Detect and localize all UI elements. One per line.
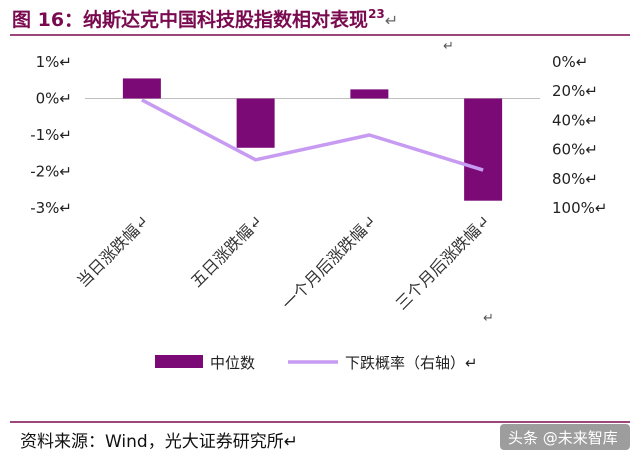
bar-3	[350, 89, 389, 99]
watermark: 头条 @未来智库	[500, 424, 630, 450]
bar-1	[122, 78, 161, 99]
legend-label-bar: 中位数	[210, 354, 255, 372]
watermark-text: 头条 @未来智库	[508, 429, 618, 447]
left-tick-label: -1%↵	[30, 126, 72, 144]
category-label: 五日涨跌幅↵	[187, 211, 266, 290]
right-tick-label: 60%↵	[552, 141, 598, 159]
legend: 中位数 下跌概率（右轴）↵	[155, 354, 478, 372]
legend-label-line: 下跌概率（右轴）↵	[345, 354, 478, 372]
category-label: 一个月后涨跌幅↵	[278, 211, 380, 313]
left-tick-label: 0%↵	[36, 90, 72, 108]
category-label: 三个月后涨跌幅↵	[392, 211, 494, 313]
plot-area: 1%↵ 0%↵ -1%↵ -2%↵ -3%↵ 0%↵ 20%↵ 40%↵ 60%↵ 80%↵ 10…	[30, 53, 607, 314]
left-tick-label: 1%↵	[36, 53, 72, 71]
source-note: 资料来源：Wind，光大证券研究所↵	[20, 432, 298, 452]
bar-2	[236, 98, 275, 148]
bar-series	[122, 78, 503, 201]
line-series	[141, 98, 484, 172]
watermark-badge	[500, 424, 630, 450]
chart-title: 图 16：纳斯达克中国科技股指数相对表现23↵	[12, 7, 398, 31]
right-axis-ticks: 0%↵ 20%↵ 40%↵ 60%↵ 80%↵ 100%↵	[552, 53, 607, 217]
left-tick-label: -3%↵	[30, 199, 72, 217]
right-tick-label: 40%↵	[552, 111, 598, 129]
legend-swatch-bar	[155, 355, 203, 368]
right-tick-label: 20%↵	[552, 82, 598, 100]
category-labels: 当日涨跌幅↵ 五日涨跌幅↵ 一个月后涨跌幅↵ 三个月后涨跌幅↵	[73, 211, 494, 313]
right-tick-label: 100%↵	[552, 199, 607, 217]
right-tick-label: 0%↵	[552, 53, 588, 71]
right-tick-label: 80%↵	[552, 170, 598, 188]
bar-4	[464, 98, 503, 201]
paragraph-mark: ↵	[483, 311, 494, 326]
paragraph-mark: ↵	[443, 39, 454, 54]
left-axis-ticks: 1%↵ 0%↵ -1%↵ -2%↵ -3%↵	[30, 53, 72, 217]
left-tick-label: -2%↵	[30, 163, 72, 181]
category-label: 当日涨跌幅↵	[73, 211, 152, 290]
